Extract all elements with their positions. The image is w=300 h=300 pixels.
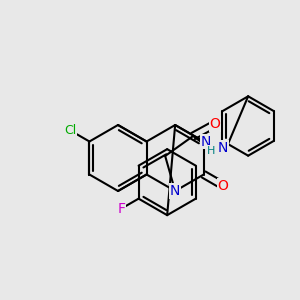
Text: F: F xyxy=(117,202,125,216)
Text: Cl: Cl xyxy=(64,124,76,137)
Text: H: H xyxy=(207,146,215,156)
Text: N: N xyxy=(218,141,228,155)
Text: N: N xyxy=(170,184,180,198)
Text: O: O xyxy=(218,178,228,193)
Text: O: O xyxy=(210,117,220,131)
Text: N: N xyxy=(200,134,211,148)
